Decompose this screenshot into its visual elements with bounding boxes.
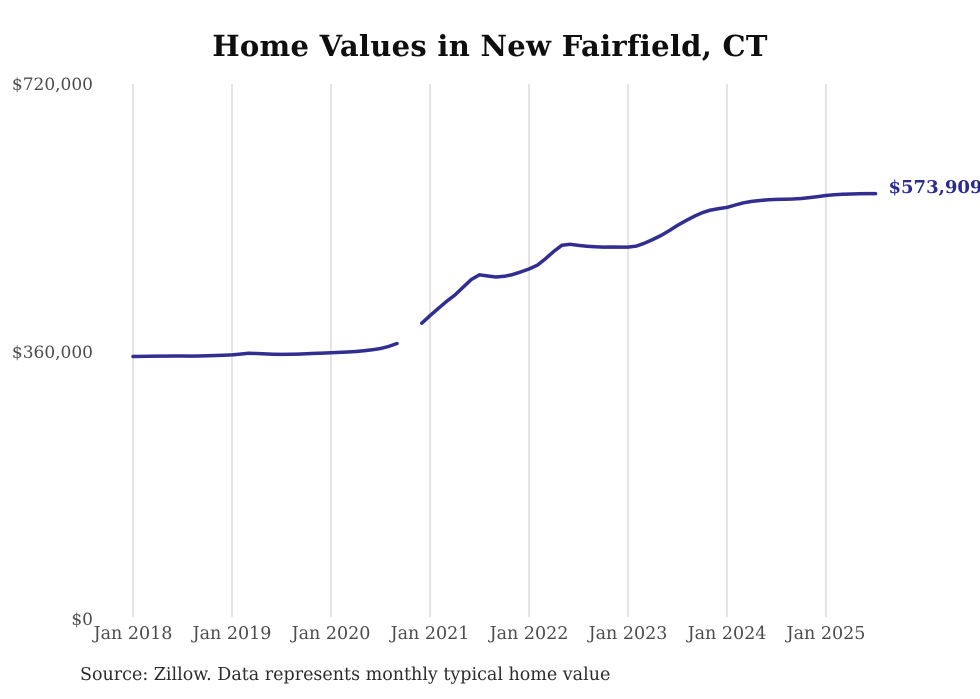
- y-tick-label: $720,000: [11, 75, 93, 95]
- latest-value-label: $573,909: [888, 176, 980, 198]
- x-tick-label: Jan 2019: [192, 624, 272, 644]
- x-tick-label: Jan 2022: [489, 624, 569, 644]
- x-tick-label: Jan 2018: [93, 624, 173, 644]
- x-axis-labels: Jan 2018 Jan 2019 Jan 2020 Jan 2021 Jan 2022…: [0, 624, 980, 648]
- value-line: [420, 191, 878, 325]
- y-tick-label: $360,000: [11, 342, 93, 363]
- source-note: Source: Zillow. Data represents monthly …: [80, 665, 611, 685]
- x-tick-label: Jan 2020: [291, 624, 371, 644]
- x-tick-label: Jan 2024: [687, 624, 767, 644]
- y-tick-label: $0: [71, 610, 93, 630]
- chart-title: Home Values in New Fairfield, CT: [212, 29, 768, 63]
- x-tick-label: Jan 2023: [588, 624, 668, 644]
- value-line: [131, 341, 399, 359]
- x-tick-label: Jan 2021: [390, 624, 470, 644]
- x-tick-label: Jan 2025: [786, 624, 866, 644]
